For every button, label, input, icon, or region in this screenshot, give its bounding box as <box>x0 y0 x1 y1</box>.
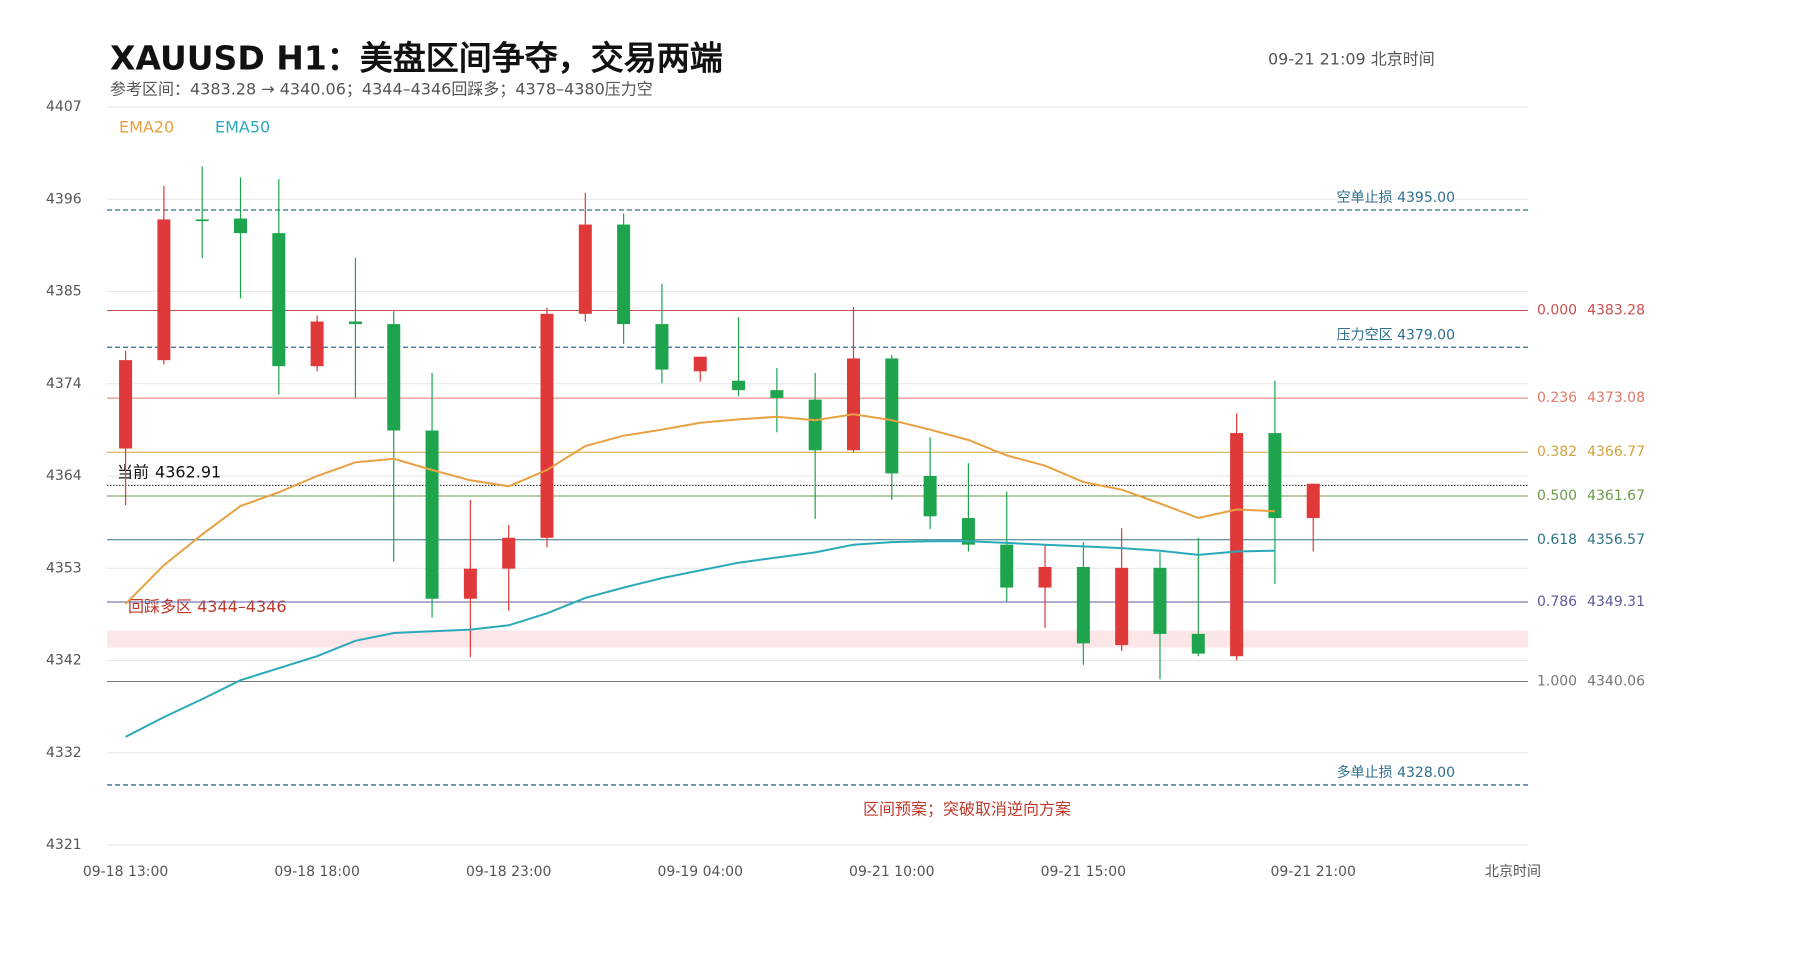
annotation: 区间预案；突破取消逆向方案 <box>863 800 1071 819</box>
x-tick-label: 09-21 10:00 <box>849 864 934 880</box>
legend-label: EMA20 <box>119 118 174 137</box>
fib-label: 0.382 4366.77 <box>1537 444 1645 460</box>
y-tick-label: 4396 <box>46 191 82 207</box>
fib-price: 4373.08 <box>1587 390 1645 406</box>
fib-ratio: 0.786 <box>1537 594 1577 610</box>
candle-body <box>425 430 439 599</box>
candle-body <box>272 233 286 367</box>
candle-body <box>961 518 975 545</box>
y-tick-label: 4364 <box>46 468 82 484</box>
candle-body <box>923 476 937 517</box>
legend-label: EMA50 <box>215 118 270 137</box>
y-tick-label: 4385 <box>46 284 82 300</box>
y-tick-label: 4374 <box>46 376 82 392</box>
candle-body <box>1115 567 1129 646</box>
candle-body <box>846 358 860 451</box>
fib-ratio: 0.382 <box>1537 444 1577 460</box>
candle-body <box>578 224 592 314</box>
candle-body <box>234 218 248 234</box>
fib-ratio: 0.500 <box>1537 488 1577 504</box>
x-tick-label: 09-19 04:00 <box>658 864 743 880</box>
fib-ratio: 0.000 <box>1537 303 1577 319</box>
candle-body <box>1268 433 1282 519</box>
y-tick-label: 4342 <box>46 653 82 669</box>
y-tick-label: 4321 <box>46 837 82 853</box>
candle-body <box>387 324 401 431</box>
x-tick-label: 09-18 23:00 <box>466 864 551 880</box>
candle-body <box>1000 544 1014 588</box>
candle-body <box>119 360 133 449</box>
x-tick-label: 09-18 18:00 <box>274 864 359 880</box>
y-tick-label: 4407 <box>46 99 82 115</box>
candle-body <box>1038 566 1052 588</box>
fib-label: 1.000 4340.06 <box>1537 673 1645 689</box>
candle-body <box>157 219 171 361</box>
zone-label: 回踩多区 4344–4346 <box>128 597 287 616</box>
level-label: 空单止损 4395.00 <box>1337 190 1455 206</box>
candle-body <box>885 358 899 474</box>
candle-body <box>655 324 669 370</box>
candle-body <box>693 356 707 372</box>
fib-label: 0.000 4383.28 <box>1537 303 1645 319</box>
candle-body <box>540 313 554 538</box>
zone-band <box>107 630 1528 648</box>
candle-body <box>195 219 209 222</box>
candle-body <box>463 568 477 599</box>
candle-body <box>770 390 784 398</box>
candle-body <box>1076 566 1090 644</box>
level-label: 多单止损 4328.00 <box>1337 764 1455 781</box>
fib-price: 4366.77 <box>1587 444 1645 460</box>
candle-body <box>1306 483 1320 519</box>
fib-price: 4349.31 <box>1587 594 1645 610</box>
current-label: 当前 4362.91 <box>117 462 221 481</box>
x-tick-label: 09-21 21:00 <box>1270 864 1355 880</box>
current-value: 4362.91 <box>155 462 221 481</box>
fib-price: 4340.06 <box>1587 673 1645 689</box>
level-label: 压力空区 4379.00 <box>1337 327 1455 343</box>
current-name: 当前 <box>117 462 149 481</box>
fib-price: 4383.28 <box>1587 303 1645 319</box>
x-axis-label: 北京时间 <box>1485 864 1541 880</box>
candle-body <box>732 380 746 391</box>
fib-label: 0.236 4373.08 <box>1537 390 1645 406</box>
fib-label: 0.500 4361.67 <box>1537 488 1645 504</box>
y-tick-label: 4353 <box>46 560 82 576</box>
candle-body <box>1191 633 1205 654</box>
fib-label: 0.618 4356.57 <box>1537 532 1645 548</box>
ema-line <box>124 413 1275 605</box>
candle-body <box>502 537 516 569</box>
fib-ratio: 0.236 <box>1537 390 1577 406</box>
y-tick-label: 4332 <box>46 745 82 761</box>
x-tick-label: 09-18 13:00 <box>83 864 168 880</box>
candle-body <box>617 224 631 325</box>
candle-body <box>348 321 362 325</box>
fib-price: 4361.67 <box>1587 488 1645 504</box>
fib-ratio: 0.618 <box>1537 532 1577 548</box>
candle-body <box>310 321 324 367</box>
fib-label: 0.786 4349.31 <box>1537 594 1645 610</box>
candle-body <box>808 399 822 451</box>
fib-ratio: 1.000 <box>1537 673 1577 689</box>
chart-subtitle: 参考区间：4383.28 → 4340.06；4344–4346回踩多；4378… <box>110 80 653 99</box>
chart-title: XAUUSD H1：美盘区间争夺，交易两端 <box>110 39 723 78</box>
fib-price: 4356.57 <box>1587 532 1645 548</box>
ema-line <box>125 540 1275 738</box>
candle-body <box>1230 433 1244 657</box>
background-layer <box>107 106 1528 846</box>
timestamp: 09-21 21:09 北京时间 <box>1268 50 1435 69</box>
candle-body <box>1153 567 1167 634</box>
x-tick-label: 09-21 15:00 <box>1041 864 1126 880</box>
